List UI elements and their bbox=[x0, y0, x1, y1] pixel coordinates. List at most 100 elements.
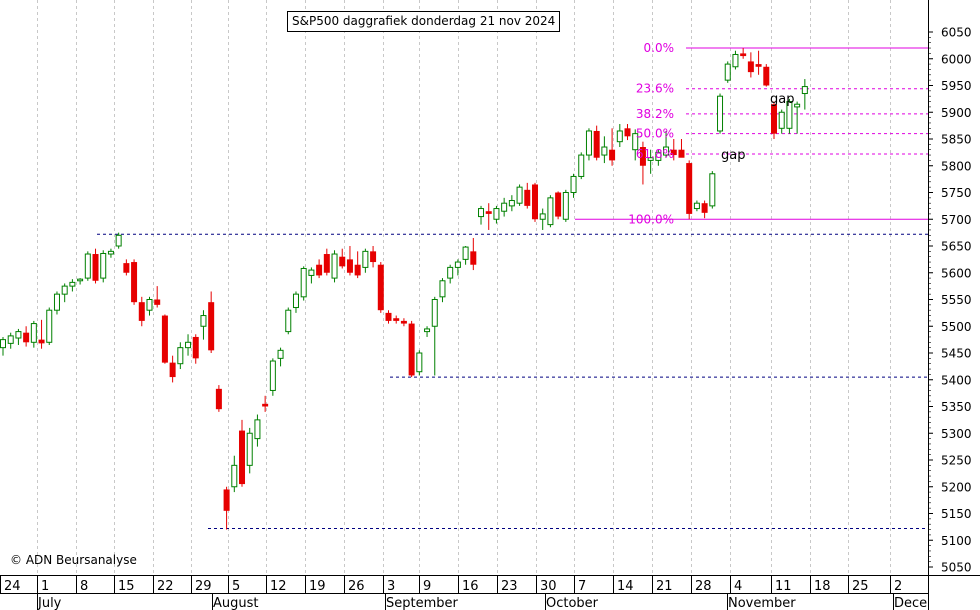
candle-body-down bbox=[239, 430, 246, 485]
candle-body-up bbox=[547, 197, 554, 226]
candle-body-down bbox=[740, 53, 747, 57]
candle-body-down bbox=[92, 254, 99, 281]
candle-body-up bbox=[794, 103, 801, 108]
candle-body-up bbox=[439, 280, 446, 298]
candle-body-up bbox=[663, 146, 670, 156]
candle-body-up bbox=[724, 63, 731, 81]
day-tick-label: 19 bbox=[309, 579, 326, 594]
day-tick-label: 30 bbox=[540, 579, 557, 594]
candle-body-up bbox=[331, 253, 338, 279]
candle-body-down bbox=[208, 302, 215, 351]
candle-body-up bbox=[424, 328, 431, 333]
candle-body-up bbox=[516, 186, 523, 204]
copyright-label: © ADN Beursanalyse bbox=[10, 553, 137, 567]
day-tick-label: 23 bbox=[501, 579, 518, 594]
candle-body-down bbox=[370, 251, 377, 263]
day-tick-label: 14 bbox=[617, 579, 634, 594]
candle-body-down bbox=[593, 130, 600, 158]
candle-body-up bbox=[717, 95, 724, 132]
candle-body-up bbox=[69, 281, 76, 287]
y-tick-label: 5550 bbox=[941, 293, 972, 307]
day-tick-label: 26 bbox=[348, 579, 365, 594]
candle-body-up bbox=[647, 157, 654, 161]
fib-label: 0.0% bbox=[644, 41, 675, 55]
candle-body-up bbox=[693, 202, 700, 210]
candle-body-down bbox=[169, 362, 176, 378]
candle-body-up bbox=[493, 208, 500, 220]
day-tick-label: 7 bbox=[578, 579, 586, 594]
gap-annotation: gap bbox=[721, 148, 745, 163]
candle-body-down bbox=[377, 264, 384, 311]
candle-body-up bbox=[616, 130, 623, 143]
y-tick-label: 5250 bbox=[941, 454, 972, 468]
candle-body-up bbox=[478, 208, 485, 218]
day-tick-label: 8 bbox=[80, 579, 88, 594]
candle-body-down bbox=[339, 256, 346, 267]
day-tick-label: 16 bbox=[462, 579, 479, 594]
candle-body-up bbox=[632, 133, 639, 151]
candle-body-up bbox=[177, 347, 184, 365]
candle-body-down bbox=[154, 299, 161, 305]
candle-body-up bbox=[246, 432, 253, 466]
candle-body-down bbox=[470, 251, 477, 265]
y-tick-label: 5050 bbox=[941, 561, 972, 575]
y-tick-label: 5650 bbox=[941, 240, 972, 254]
candle-body-down bbox=[385, 312, 392, 321]
candle-body-up bbox=[655, 151, 662, 161]
candle-body-up bbox=[570, 175, 577, 193]
y-tick-label: 5600 bbox=[941, 266, 972, 280]
candle-body-up bbox=[185, 341, 192, 349]
candle-body-down bbox=[262, 403, 269, 407]
y-tick-label: 5200 bbox=[941, 480, 972, 494]
candle-body-up bbox=[146, 299, 153, 311]
candle-body-up bbox=[447, 266, 454, 279]
candle-body-down bbox=[485, 211, 492, 214]
level-lines bbox=[97, 47, 928, 529]
y-tick-label: 5450 bbox=[941, 347, 972, 361]
candle-body-up bbox=[431, 299, 438, 327]
candle-body-up bbox=[709, 173, 716, 207]
day-tick-label: 21 bbox=[656, 579, 673, 594]
month-label: September bbox=[386, 596, 459, 610]
day-tick-label: 18 bbox=[814, 579, 831, 594]
candle-body-up bbox=[115, 234, 122, 247]
day-tick-label: 9 bbox=[423, 579, 431, 594]
day-tick-label: 5 bbox=[232, 579, 240, 594]
candle-body-up bbox=[801, 86, 808, 95]
candle-body-down bbox=[701, 203, 708, 213]
candle-body-up bbox=[84, 253, 91, 279]
candle-body-up bbox=[562, 192, 569, 220]
y-tick-label: 6000 bbox=[941, 52, 972, 66]
candle-body-up bbox=[0, 339, 6, 349]
y-tick-label: 6050 bbox=[941, 26, 972, 40]
candle-body-down bbox=[161, 315, 168, 363]
gap-annotation: gap bbox=[770, 92, 794, 107]
y-tick-label: 5300 bbox=[941, 427, 972, 441]
month-label: November bbox=[728, 596, 796, 610]
candle-body-up bbox=[53, 293, 60, 311]
candle-body-down bbox=[639, 147, 646, 166]
candle-body-down bbox=[755, 64, 762, 67]
candle-body-up bbox=[61, 285, 68, 295]
month-label: October bbox=[546, 596, 599, 610]
candle-body-down bbox=[771, 104, 777, 134]
day-tick-label: 1 bbox=[41, 579, 49, 594]
candle-body-up bbox=[454, 261, 461, 268]
candle-body-up bbox=[254, 419, 261, 440]
chart-title: S&P500 daggrafiek donderdag 21 nov 2024 bbox=[287, 11, 561, 32]
candle-body-up bbox=[416, 352, 423, 373]
y-tick-label: 5900 bbox=[941, 106, 972, 120]
candle-body-up bbox=[277, 349, 284, 359]
candle-body-up bbox=[362, 250, 369, 268]
candle-body-up bbox=[508, 200, 515, 207]
candle-body-down bbox=[223, 489, 230, 511]
day-tick-label: 15 bbox=[118, 579, 135, 594]
day-tick-label: 3 bbox=[387, 579, 395, 594]
candle-body-up bbox=[292, 293, 299, 309]
day-tick-label: 24 bbox=[4, 579, 21, 594]
candle-body-down bbox=[763, 66, 770, 86]
candle-body-up bbox=[15, 331, 22, 339]
candle-body-down bbox=[38, 339, 45, 344]
annotations: 0.0% 23.6% 38.2% 50.0% 61.8% 100.0% gap gap bbox=[628, 41, 794, 226]
candle-body-down bbox=[346, 259, 353, 273]
